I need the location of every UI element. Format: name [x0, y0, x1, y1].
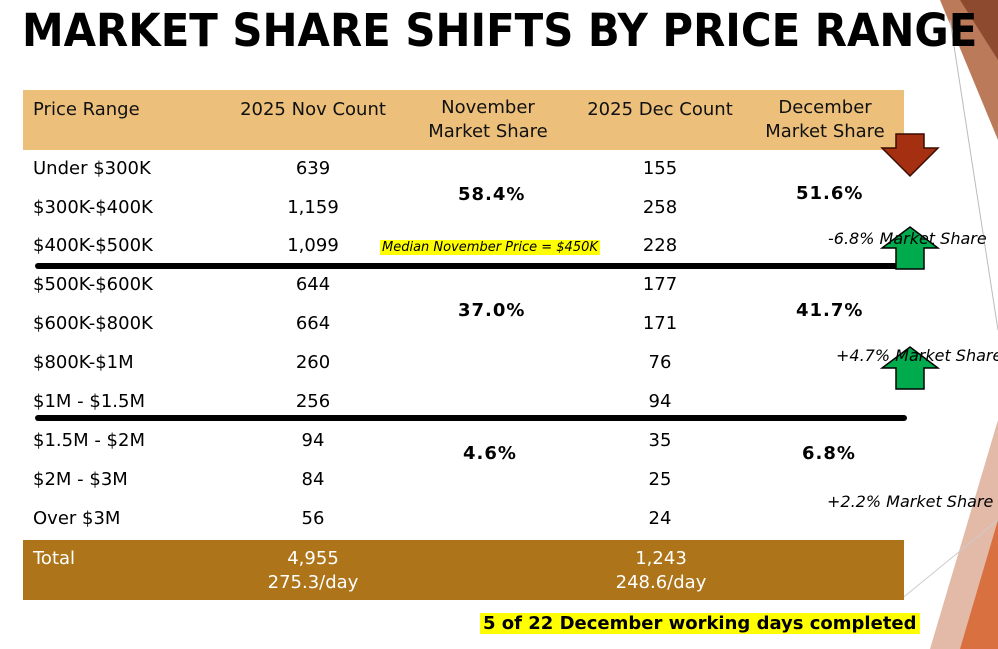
- divider: [35, 415, 907, 421]
- row-nov: 56: [301, 508, 325, 529]
- row-range: Under $300K: [33, 158, 151, 179]
- total-nov-rate: 275.3/day: [267, 572, 359, 593]
- row-range: $500K-$600K: [33, 274, 153, 295]
- row-range: $1.5M - $2M: [33, 430, 145, 451]
- arrow-up-icon: [880, 346, 940, 390]
- total-label: Total: [33, 548, 76, 569]
- dec-share-group-3: 6.8%: [802, 443, 856, 464]
- divider: [35, 263, 919, 269]
- row-nov: 664: [295, 313, 331, 334]
- arrow-up-icon: [880, 226, 940, 270]
- delta-group-3: +2.2% Market Share: [827, 492, 994, 511]
- row-dec: 177: [642, 274, 678, 295]
- row-dec: 155: [642, 158, 678, 179]
- row-nov: 84: [301, 469, 325, 490]
- row-nov: 1,159: [287, 197, 339, 218]
- header-nov-count: 2025 Nov Count: [240, 99, 386, 120]
- row-range: $2M - $3M: [33, 469, 128, 490]
- row-dec: 94: [648, 391, 672, 412]
- row-nov: 260: [295, 352, 331, 373]
- row-range: $400K-$500K: [33, 235, 153, 256]
- table-header: Price Range 2025 Nov Count November Mark…: [23, 90, 904, 150]
- delta-group-2: +4.7% Market Share: [836, 346, 998, 365]
- arrow-down-icon: [880, 133, 940, 178]
- dec-share-group-2: 41.7%: [796, 300, 864, 321]
- nov-share-group-1: 58.4%: [458, 184, 526, 205]
- page-title: MARKET SHARE SHIFTS BY PRICE RANGE: [22, 4, 978, 57]
- row-dec: 24: [648, 508, 672, 529]
- row-range: Over $3M: [33, 508, 121, 529]
- row-dec: 258: [642, 197, 678, 218]
- header-dec-count: 2025 Dec Count: [587, 99, 733, 120]
- total-dec: 1,243: [635, 548, 687, 569]
- row-dec: 228: [642, 235, 678, 256]
- median-price-note: Median November Price = $450K: [380, 240, 600, 255]
- row-dec: 25: [648, 469, 672, 490]
- row-nov: 1,099: [287, 235, 339, 256]
- row-range: $800K-$1M: [33, 352, 134, 373]
- total-row: Total 4,955 275.3/day 1,243 248.6/day: [23, 540, 904, 600]
- row-range: $300K-$400K: [33, 197, 153, 218]
- row-dec: 171: [642, 313, 678, 334]
- delta-group-1: -6.8% Market Share: [828, 229, 987, 248]
- row-dec: 76: [648, 352, 672, 373]
- row-nov: 256: [295, 391, 331, 412]
- nov-share-group-3: 4.6%: [463, 443, 517, 464]
- header-price-range: Price Range: [33, 99, 140, 120]
- header-dec-share: December Market Share: [765, 97, 885, 142]
- header-nov-share: November Market Share: [428, 97, 548, 142]
- working-days-note: 5 of 22 December working days completed: [480, 613, 920, 634]
- total-nov: 4,955: [287, 548, 339, 569]
- row-dec: 35: [648, 430, 672, 451]
- row-range: $600K-$800K: [33, 313, 153, 334]
- nov-share-group-2: 37.0%: [458, 300, 526, 321]
- row-nov: 639: [295, 158, 331, 179]
- row-nov: 94: [301, 430, 325, 451]
- row-range: $1M - $1.5M: [33, 391, 145, 412]
- total-dec-rate: 248.6/day: [615, 572, 707, 593]
- row-nov: 644: [295, 274, 331, 295]
- dec-share-group-1: 51.6%: [796, 183, 864, 204]
